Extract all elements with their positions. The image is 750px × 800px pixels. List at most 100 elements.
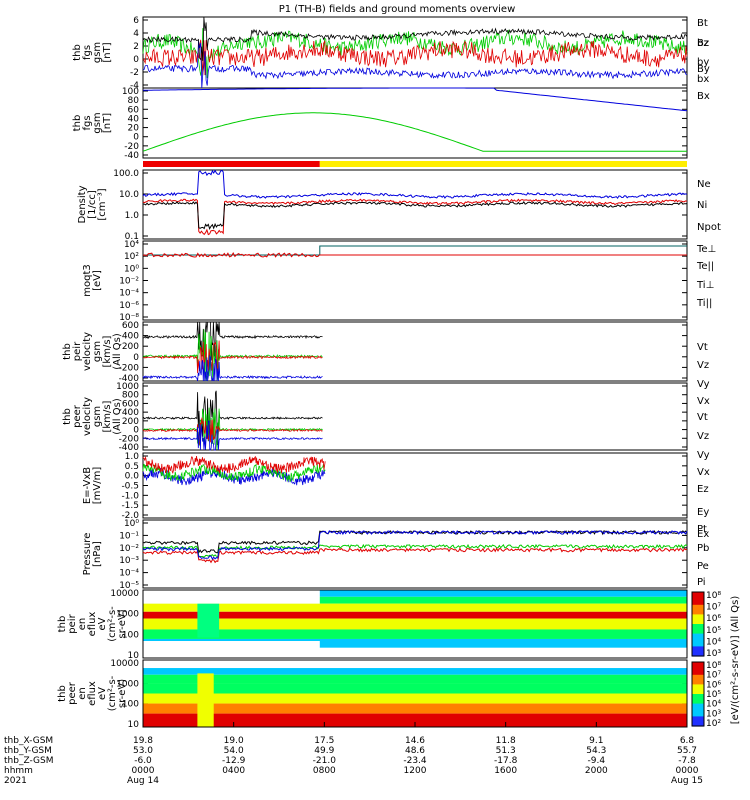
series-line-vel-5-2 bbox=[142, 417, 323, 446]
colorbar-tick: 10⁷ bbox=[706, 671, 721, 681]
colorbar-segment bbox=[692, 721, 704, 724]
ytick-fgs-gsm: 4 bbox=[133, 29, 139, 39]
colorbar-segment bbox=[692, 697, 704, 700]
xaxis-value: 11.8 bbox=[496, 736, 516, 746]
ytick-efield: -1.0 bbox=[121, 491, 139, 501]
ytick-peer-vel: 600 bbox=[122, 399, 139, 409]
xaxis-value: -21.0 bbox=[313, 756, 337, 766]
colorbar-segment bbox=[692, 593, 704, 596]
ytick-temp: 10² bbox=[124, 252, 139, 262]
legend-efield-2: Ex bbox=[697, 529, 709, 540]
colorbar-segment bbox=[692, 616, 704, 619]
ytick-peer-spec: 100 bbox=[122, 700, 139, 710]
ylabel-peir-vel: thb bbox=[62, 343, 73, 360]
xaxis-value: 6.8 bbox=[680, 736, 695, 746]
ytick-pressure: 10⁻¹ bbox=[119, 531, 139, 541]
series-line-density-0 bbox=[142, 169, 688, 200]
colorbar-segment bbox=[692, 722, 704, 725]
ylabel-peer-vel: peer bbox=[72, 404, 83, 428]
colorbar-segment bbox=[692, 698, 704, 701]
ylabel-peir-spec: sr-eV) bbox=[117, 609, 128, 638]
xaxis-value: 55.7 bbox=[677, 746, 697, 756]
colorbar-segment bbox=[692, 611, 704, 614]
panel-frame-pressure bbox=[142, 519, 688, 589]
colorbar-tick: 10² bbox=[706, 719, 721, 729]
colorbar-segment bbox=[692, 614, 704, 617]
ytick-peir-spec: 10000 bbox=[110, 589, 139, 599]
series-line-vel-4-0 bbox=[142, 321, 323, 361]
ytick-peir-spec: 100 bbox=[122, 630, 139, 640]
legend-peer-vel-2: Vy bbox=[697, 450, 710, 461]
colorbar-segment bbox=[692, 643, 704, 646]
colorbar-segment bbox=[692, 608, 704, 611]
series-line-vel-4-2 bbox=[142, 340, 323, 374]
ytick-peir-spec: 1000 bbox=[116, 610, 139, 620]
series-line-pressure-3 bbox=[142, 529, 688, 560]
colorbar-segment bbox=[692, 595, 704, 598]
ytick-temp: 10⁻⁶ bbox=[119, 301, 139, 311]
series-line-efield-1 bbox=[142, 463, 326, 482]
panel-frame-fgs-gse bbox=[142, 87, 688, 159]
xaxis-value: 19.0 bbox=[224, 736, 244, 746]
spectrogram-gap-ion bbox=[143, 590, 320, 604]
series-line-bx bbox=[142, 87, 688, 112]
ylabel-fgs-gsm: thb bbox=[72, 44, 83, 61]
xaxis-value: -12.9 bbox=[222, 756, 246, 766]
colorbar-segment bbox=[692, 604, 704, 607]
series-line-fgs-1 bbox=[142, 39, 688, 76]
series-line-fgs-3 bbox=[142, 16, 688, 61]
legend-peir-vel-1: Vz bbox=[697, 360, 709, 371]
ylabel-temp: moqt3 bbox=[82, 264, 93, 297]
xaxis-year: 2021 bbox=[4, 776, 27, 786]
legend-efield-0: Ez bbox=[697, 484, 709, 495]
ytick-peir-vel: -200 bbox=[119, 363, 140, 373]
legend-fgs-gsm-2: by bbox=[697, 57, 709, 68]
ytick-fgs-gse: 60 bbox=[128, 105, 140, 115]
legend-density-2: Npot bbox=[697, 222, 721, 233]
xaxis-value: 48.6 bbox=[405, 746, 425, 756]
xaxis-date-start: Aug 14 bbox=[127, 776, 159, 786]
colorbar-segment bbox=[692, 633, 704, 636]
colorbar-segment bbox=[692, 692, 704, 695]
colorbar-segment bbox=[692, 716, 704, 719]
spectrogram-band-ion-2 bbox=[143, 603, 687, 612]
series-line-temp-red bbox=[142, 251, 321, 258]
colorbar-segment bbox=[692, 676, 704, 679]
colorbar-segment bbox=[692, 603, 704, 606]
ytick-fgs-gse: -20 bbox=[124, 142, 139, 152]
legend-peir-vel-3: Vx bbox=[697, 396, 710, 407]
panel-frame-efield bbox=[142, 452, 688, 519]
legend-peer-vel-0: Vt bbox=[697, 412, 708, 423]
legend-efield-1: Ey bbox=[697, 507, 709, 518]
ytick-fgs-gsm: -2 bbox=[130, 68, 139, 78]
spectrogram-band-ion-3 bbox=[143, 611, 687, 619]
xaxis-value: 2000 bbox=[585, 766, 608, 776]
ylabel-peer-spec: thb bbox=[57, 685, 68, 702]
colorbar-segment bbox=[692, 630, 704, 633]
ylabel-fgs-gsm: gsm bbox=[92, 42, 103, 63]
series-line-fgs-2 bbox=[142, 40, 688, 89]
ytick-fgs-gse: 0 bbox=[133, 133, 139, 143]
colorbar-segment bbox=[692, 624, 704, 627]
ytick-fgs-gse: -40 bbox=[124, 151, 139, 161]
colorbar-segment bbox=[692, 711, 704, 714]
ytick-peir-vel: 0 bbox=[133, 353, 139, 363]
spectrogram-band-ele-2 bbox=[143, 674, 687, 684]
colorbar-tick: 10⁷ bbox=[706, 603, 721, 613]
ylabel-peer-spec: peer bbox=[67, 681, 78, 705]
xaxis-row-label: thb_X-GSM bbox=[4, 736, 53, 746]
spectrogram-band-ele-3 bbox=[143, 683, 687, 694]
legend-density-1: Ni bbox=[697, 200, 707, 211]
ylabel-fgs-gsm: [nT] bbox=[102, 42, 113, 62]
panel-frame-fgs-gsm bbox=[142, 16, 688, 89]
colorbar-segment bbox=[692, 718, 704, 721]
ylabel-peir-spec: (cm²-s- bbox=[107, 606, 118, 642]
series-line-fgs-0 bbox=[142, 28, 688, 79]
series-line-density-1 bbox=[142, 198, 688, 236]
ylabel-peer-spec: en bbox=[77, 687, 88, 700]
ytick-fgs-gse: 20 bbox=[128, 124, 140, 134]
colorbar-segment bbox=[692, 705, 704, 708]
ytick-pressure: 10⁰ bbox=[124, 519, 139, 529]
series-line-temp-step bbox=[143, 245, 687, 256]
